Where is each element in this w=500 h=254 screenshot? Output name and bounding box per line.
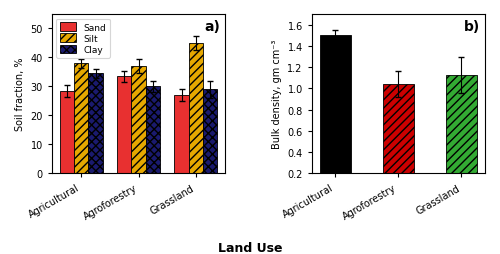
Bar (74, 64, 88, 174)
Bar (132, 67, 145, 174)
Bar (188, 44, 203, 174)
Bar (174, 96, 188, 174)
Legend: Sand, Silt, Clay: Sand, Silt, Clay (56, 20, 110, 58)
Bar (382, 85, 414, 195)
Y-axis label: Bulk density, gm cm⁻³: Bulk density, gm cm⁻³ (272, 40, 282, 149)
Text: a): a) (204, 20, 220, 34)
Text: b): b) (464, 20, 480, 34)
Bar (88, 74, 103, 174)
Bar (60, 91, 74, 174)
Bar (117, 77, 132, 174)
Y-axis label: Soil fraction, %: Soil fraction, % (15, 58, 25, 131)
Text: Land Use: Land Use (218, 241, 282, 254)
Bar (203, 90, 218, 174)
Bar (146, 87, 160, 174)
Bar (320, 36, 351, 195)
Bar (446, 75, 477, 195)
